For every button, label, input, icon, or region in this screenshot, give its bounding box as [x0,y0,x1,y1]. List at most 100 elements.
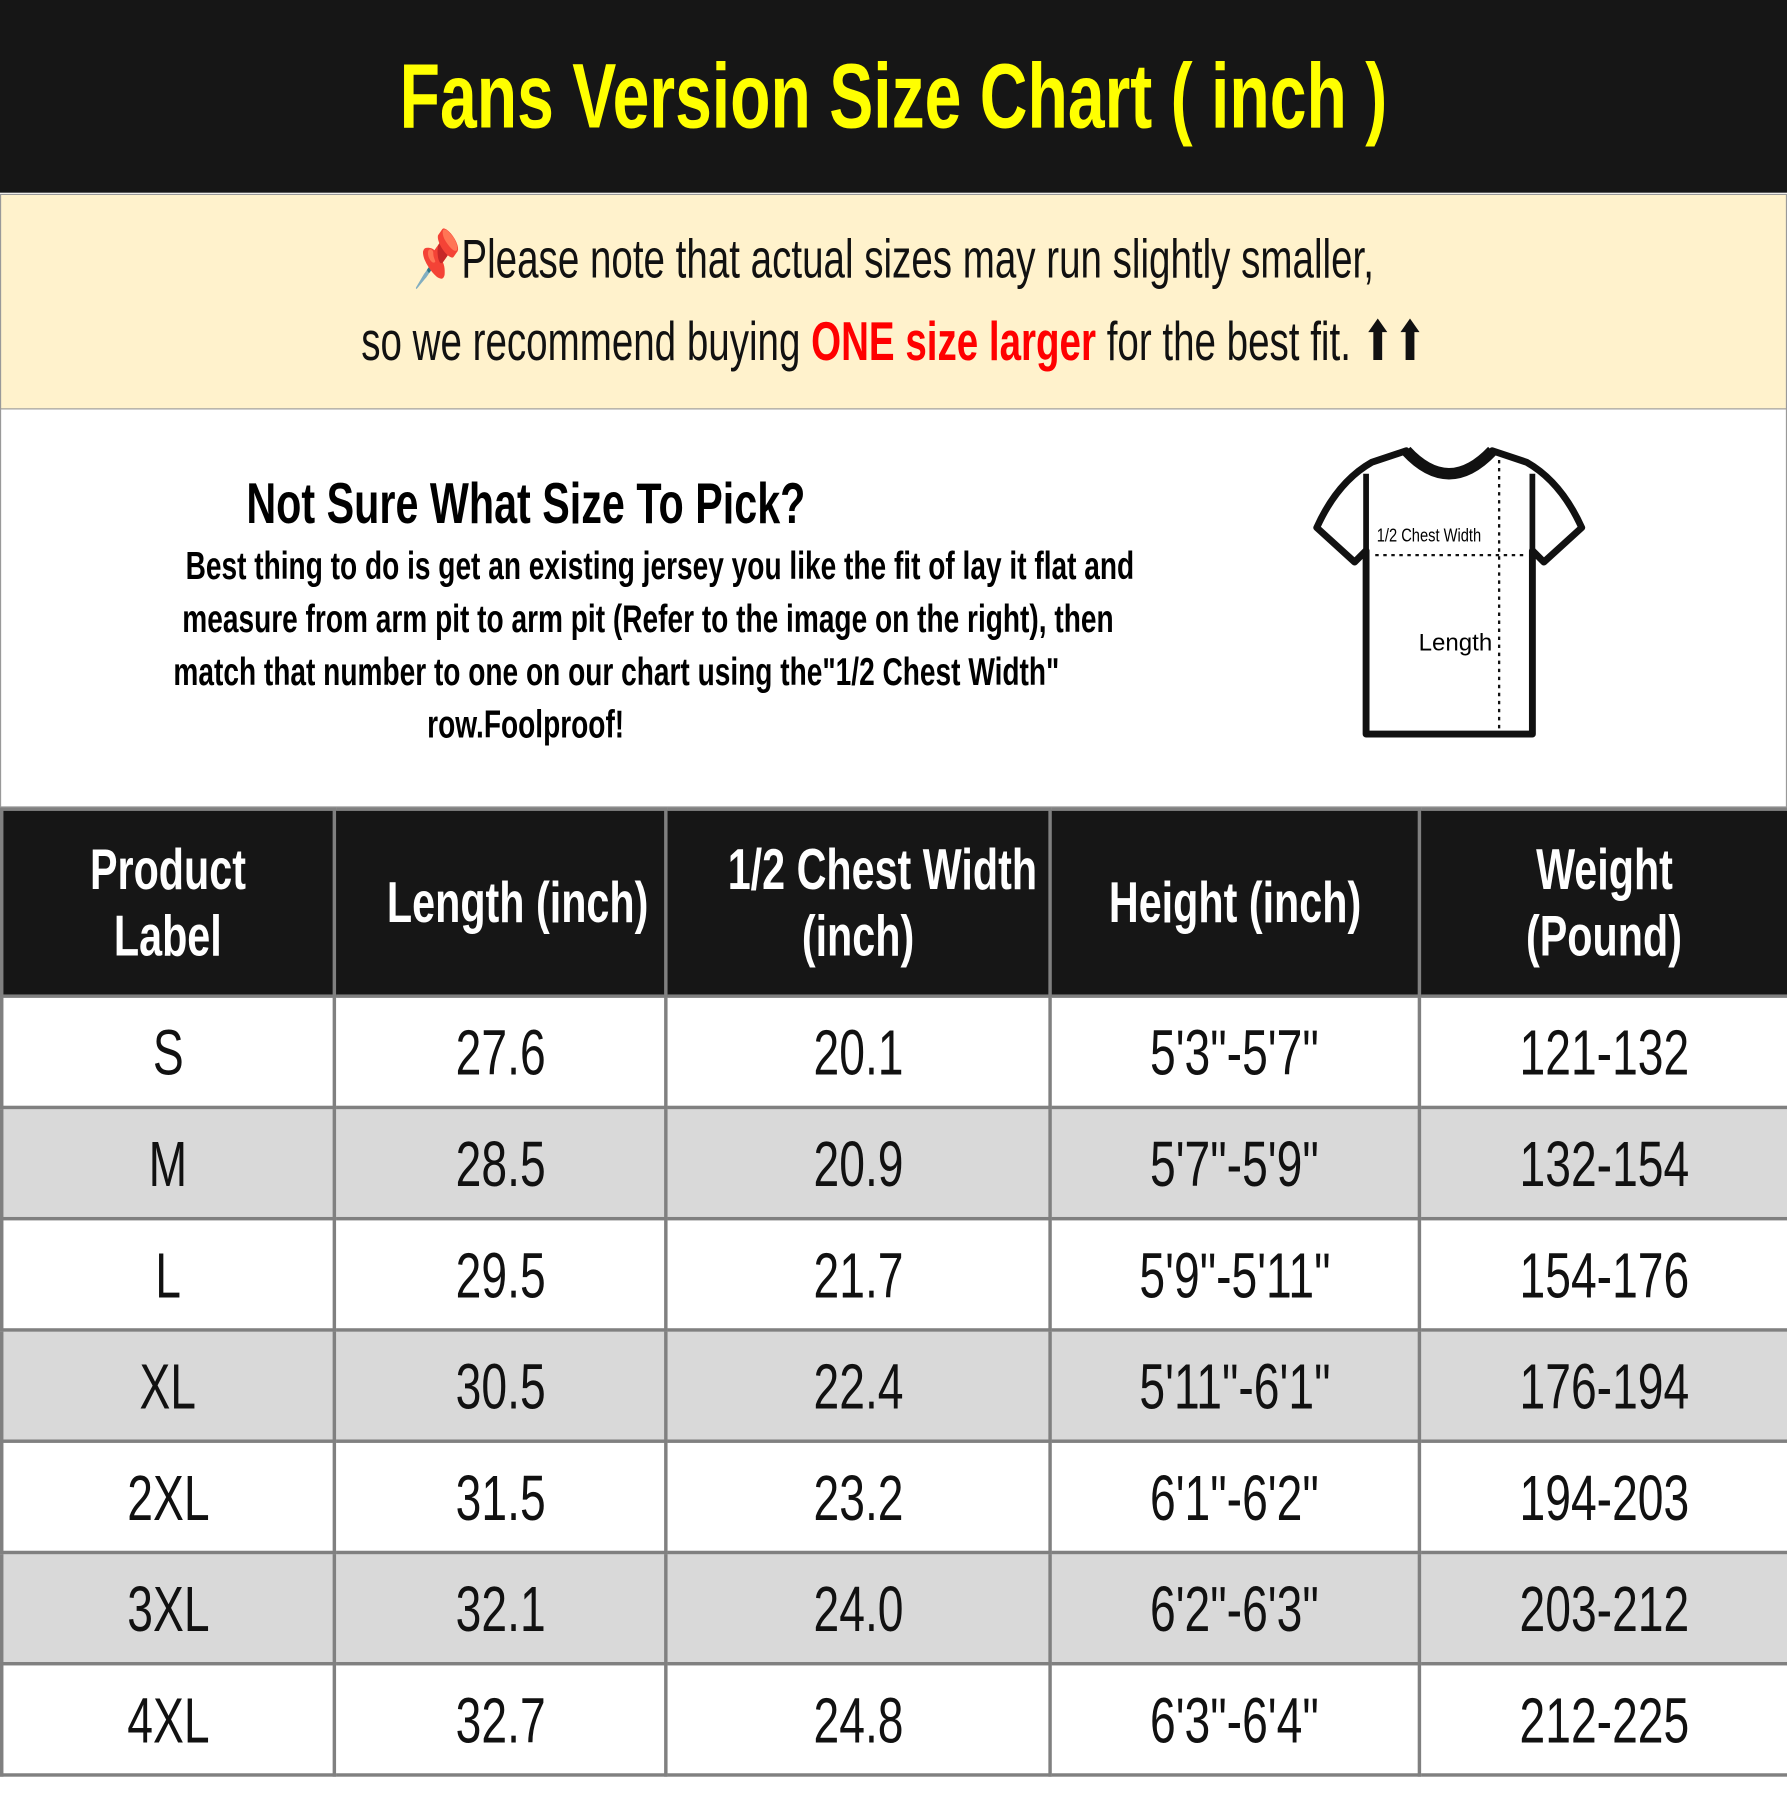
table-row: XL 30.5 22.4 5'11"-6'1" 176-194 [0,1328,1787,1443]
table-cell: L [0,1216,337,1332]
cell-value: S [152,1015,184,1088]
table-cell: 32.7 [332,1662,668,1777]
table-cell: 30.5 [332,1328,668,1443]
cell-value: M [148,1126,188,1200]
cell-value: 154-176 [1519,1238,1689,1311]
table-cell: 4XL [0,1662,337,1777]
table-cell: 20.9 [664,1105,1052,1221]
notice-line-1: Please note that actual sizes may run sl… [461,229,1374,291]
table-row: 4XL 32.7 24.8 6'3"-6'4" 212-225 [0,1662,1787,1777]
cell-value: 29.5 [455,1238,546,1311]
table-cell: 6'2"-6'3" [1048,1550,1422,1666]
table-cell: 24.8 [664,1662,1052,1777]
table-cell: 27.6 [332,994,668,1110]
column-header: Weight (Pound) [1417,807,1787,998]
cell-value: XL [139,1349,197,1422]
table-cell: 5'9"-5'11" [1048,1216,1422,1332]
cell-value: 6'2"-6'3" [1150,1571,1320,1645]
cell-value: 32.1 [455,1571,546,1645]
table-cell: 121-132 [1417,994,1787,1110]
cell-value: 4XL [126,1683,210,1756]
cell-value: 3XL [126,1571,210,1645]
column-header: Height (inch) [1048,807,1422,998]
chart-title: Fans Version Size Chart ( inch ) [399,44,1388,147]
table-cell: 20.1 [664,994,1052,1110]
column-header-text: Weight [1535,837,1673,902]
cell-value: 5'7"-5'9" [1150,1126,1320,1200]
column-header: 1/2 Chest Width (inch) [664,807,1052,998]
table-cell: XL [0,1328,337,1443]
cell-value: 22.4 [812,1349,903,1422]
cell-value: L [155,1238,181,1311]
chest-width-label: 1/2 Chest Width [1377,525,1481,546]
cell-value: 27.6 [455,1015,546,1088]
cell-value: 5'11"-6'1" [1139,1349,1331,1422]
column-header: Product Label [0,807,337,998]
table-cell: 203-212 [1417,1550,1787,1666]
table-cell: 2XL [0,1439,337,1555]
table-row: S 27.6 20.1 5'3"-5'7" 121-132 [0,994,1787,1110]
cell-value: 21.7 [812,1238,903,1311]
table-cell: 5'7"-5'9" [1048,1105,1422,1221]
cell-value: 6'1"-6'2" [1150,1460,1320,1533]
cell-value: 5'3"-5'7" [1150,1015,1320,1088]
table-cell: 5'3"-5'7" [1048,994,1422,1110]
table-cell: 32.1 [332,1550,668,1666]
title-band: Fans Version Size Chart ( inch ) [0,0,1787,193]
cell-value: 23.2 [812,1460,903,1533]
fit-guide-line: measure from arm pit to arm pit (Refer t… [182,597,1114,642]
column-header-text: Label [114,903,222,969]
table-cell: 5'11"-6'1" [1048,1328,1422,1443]
table-cell: 154-176 [1417,1216,1787,1332]
cell-value: 24.8 [812,1683,903,1756]
cell-value: 212-225 [1519,1683,1689,1756]
cell-value: 28.5 [455,1126,546,1200]
column-header-text: 1/2 Chest Width [727,837,1038,902]
notice-line-2-prefix: so we recommend buying [361,311,811,373]
table-row: 2XL 31.5 23.2 6'1"-6'2" 194-203 [0,1439,1787,1555]
table-row: 3XL 32.1 24.0 6'2"-6'3" 203-212 [0,1550,1787,1666]
table-cell: S [0,994,337,1110]
sizing-notice: 📌Please note that actual sizes may run s… [0,193,1787,410]
fit-guide-line: row.Foolproof! [427,703,625,747]
cell-value: 132-154 [1519,1126,1689,1200]
fit-guide: Not Sure What Size To Pick? Best thing t… [0,409,1787,808]
fit-guide-heading: Not Sure What Size To Pick? [246,471,806,536]
notice-line-2-suffix: for the best fit. ⬆⬆ [1095,311,1426,373]
table-cell: M [0,1105,337,1221]
table-cell: 212-225 [1417,1662,1787,1777]
column-header-text: (Pound) [1526,903,1683,969]
table-cell: 22.4 [664,1328,1052,1443]
column-header-text: Product [90,837,247,902]
fit-guide-line: Best thing to do is get an existing jers… [185,544,1135,589]
table-cell: 28.5 [332,1105,668,1221]
table-cell: 6'3"-6'4" [1048,1662,1422,1777]
cell-value: 121-132 [1519,1015,1689,1088]
cell-value: 194-203 [1519,1460,1689,1533]
table-cell: 29.5 [332,1216,668,1332]
column-header-text: Height (inch) [1108,870,1361,935]
cell-value: 20.9 [812,1126,903,1200]
column-header-text: (inch) [801,903,915,969]
size-table: Product Label Length (inch) 1/2 Chest Width… [0,807,1787,1777]
table-cell: 194-203 [1417,1439,1787,1555]
table-cell: 3XL [0,1550,337,1666]
table-cell: 24.0 [664,1550,1052,1666]
table-cell: 31.5 [332,1439,668,1555]
table-cell: 176-194 [1417,1328,1787,1443]
cell-value: 176-194 [1519,1349,1689,1422]
cell-value: 2XL [126,1460,210,1533]
cell-value: 5'9"-5'11" [1139,1238,1331,1311]
table-cell: 21.7 [664,1216,1052,1332]
table-cell: 132-154 [1417,1105,1787,1221]
tshirt-diagram-icon: 1/2 Chest Width Length [1313,446,1586,738]
table-row: M 28.5 20.9 5'7"-5'9" 132-154 [0,1105,1787,1221]
cell-value: 6'3"-6'4" [1150,1683,1320,1756]
table-row: L 29.5 21.7 5'9"-5'11" 154-176 [0,1216,1787,1332]
cell-value: 31.5 [455,1460,546,1533]
column-header: Length (inch) [332,807,668,998]
cell-value: 30.5 [455,1349,546,1422]
cell-value: 20.1 [812,1015,903,1088]
table-header-row: Product Label Length (inch) 1/2 Chest Width… [0,807,1787,998]
